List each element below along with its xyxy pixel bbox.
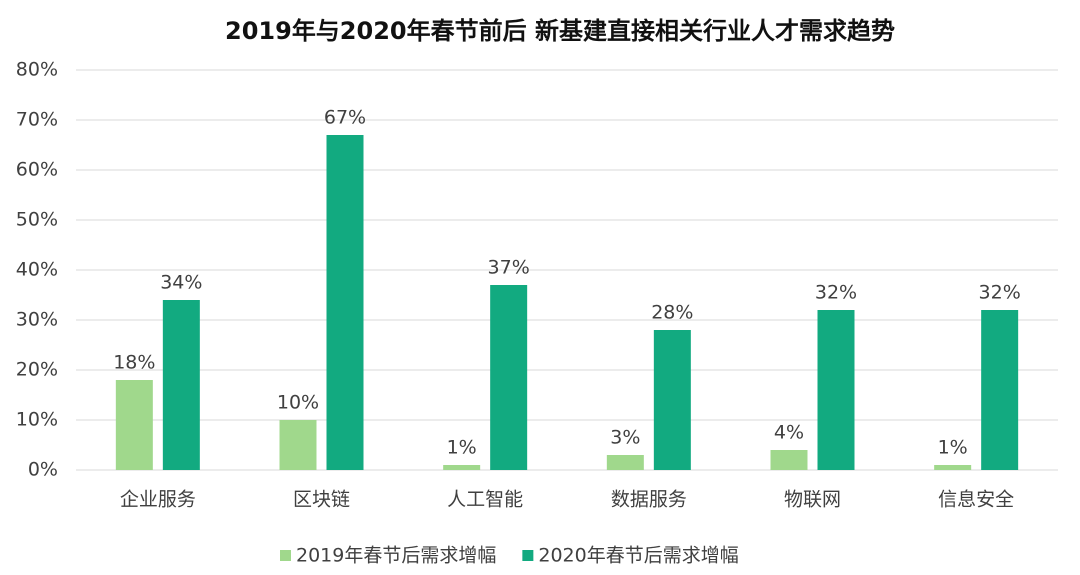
bar [490,285,528,470]
x-tick-label: 物联网 [784,489,841,511]
legend-swatch [280,550,291,561]
data-label: 32% [979,282,1021,304]
bar [770,450,808,470]
bar [653,330,691,470]
bar [817,310,855,470]
y-tick-label: 30% [16,309,58,331]
chart-title: 2019年与2020年春节前后 新基建直接相关行业人才需求趋势 [225,17,895,45]
bar [934,465,972,470]
legend-label: 2020年春节后需求增幅 [538,545,738,567]
data-label: 4% [774,422,804,444]
y-tick-label: 10% [16,409,58,431]
bar [115,380,153,470]
y-tick-label: 80% [16,59,58,81]
y-tick-label: 60% [16,159,58,181]
bar [606,455,644,470]
y-tick-label: 70% [16,109,58,131]
data-label: 67% [324,107,366,129]
data-label: 1% [447,437,477,459]
data-label: 10% [277,392,319,414]
x-tick-label: 企业服务 [120,489,196,511]
data-label: 18% [113,352,155,374]
bar [443,465,481,470]
y-tick-label: 50% [16,209,58,231]
bar [279,420,317,470]
legend-swatch [522,550,534,561]
y-tick-label: 0% [28,459,58,481]
bar [981,310,1019,470]
x-tick-label: 人工智能 [447,489,523,511]
x-tick-label: 信息安全 [938,489,1014,511]
data-label: 37% [488,257,530,279]
y-tick-label: 20% [16,359,58,381]
x-tick-label: 数据服务 [611,489,687,511]
bar [162,300,200,470]
y-tick-label: 40% [16,259,58,281]
bar [326,135,364,470]
data-label: 28% [651,302,693,324]
data-label: 32% [815,282,857,304]
data-label: 3% [610,427,640,449]
data-label: 1% [938,437,968,459]
legend-label: 2019年春节后需求增幅 [296,545,496,567]
x-tick-label: 区块链 [293,489,350,511]
data-label: 34% [160,272,202,294]
